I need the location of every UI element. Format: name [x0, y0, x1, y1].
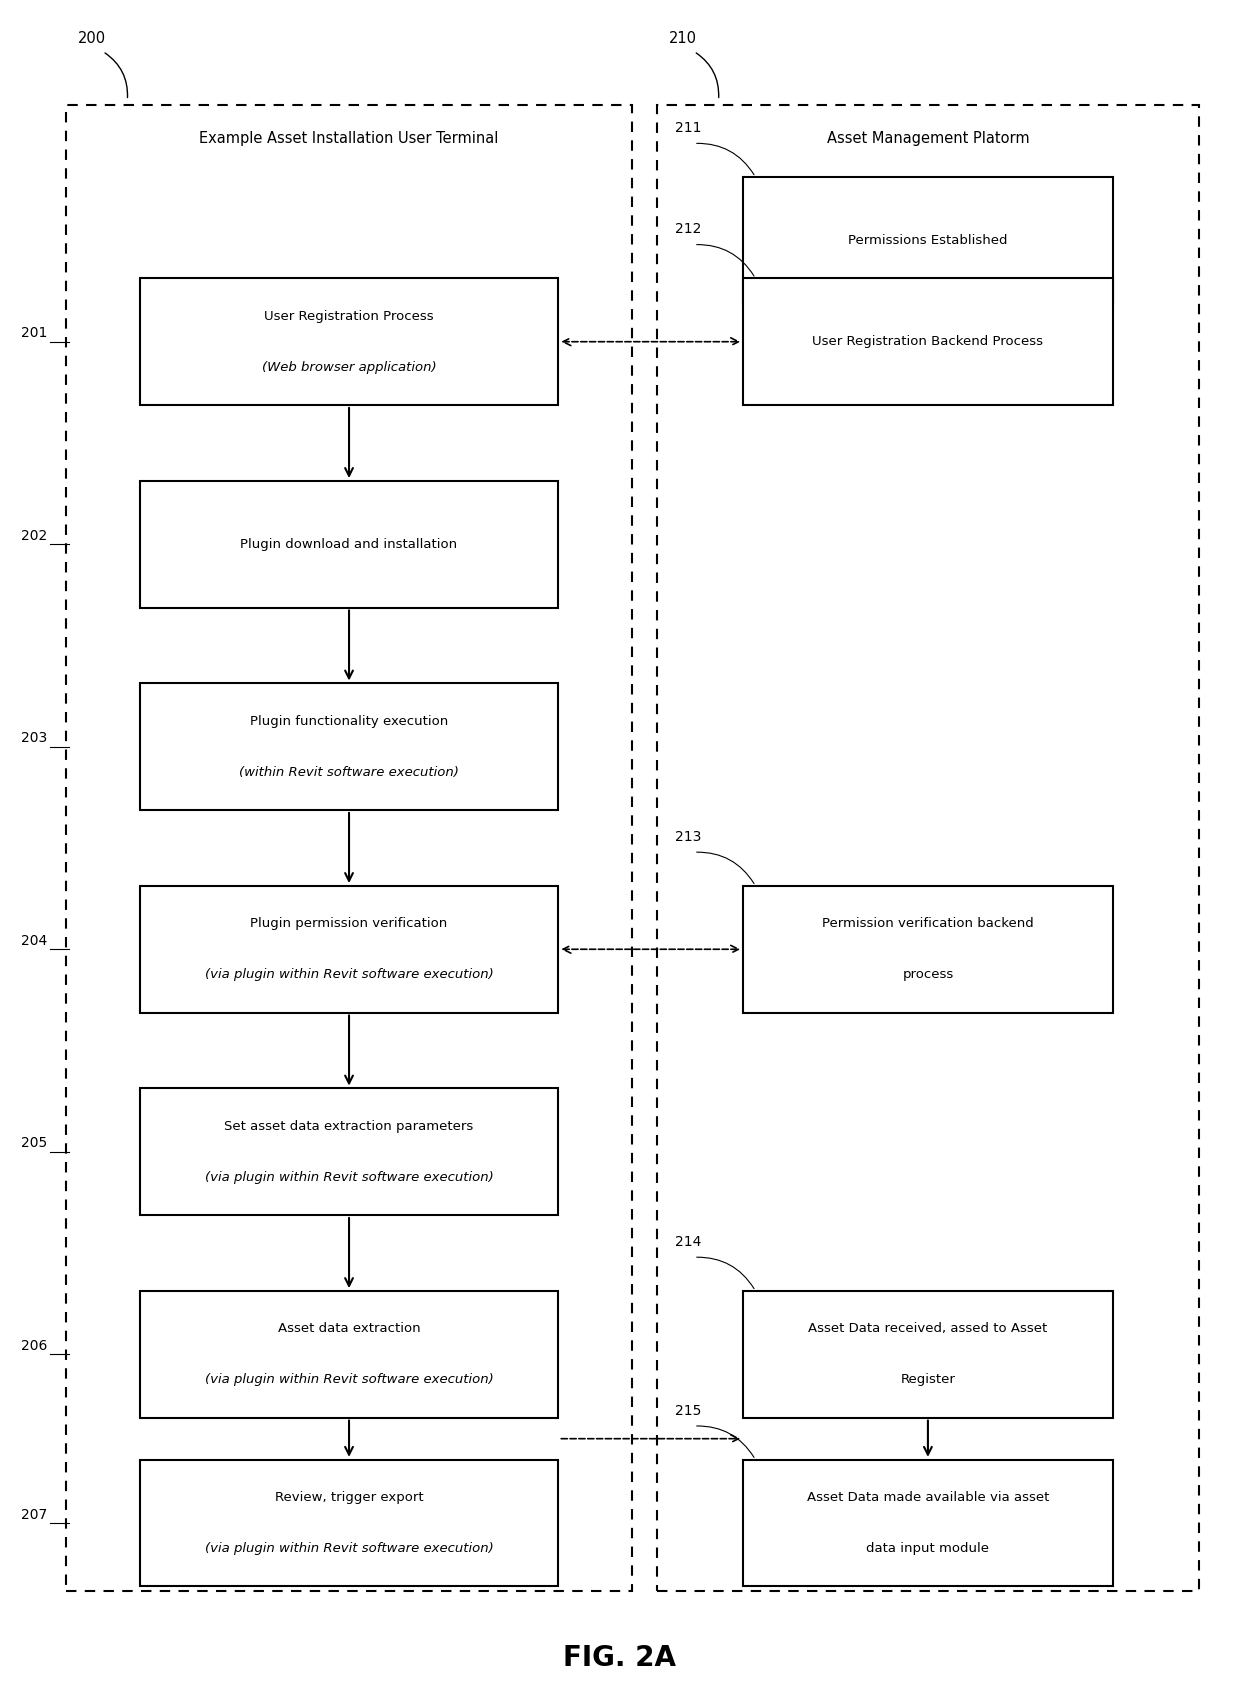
Text: Permissions Established: Permissions Established [848, 234, 1008, 248]
Text: 214: 214 [676, 1235, 702, 1248]
Text: 212: 212 [676, 222, 702, 236]
Text: 201: 201 [21, 326, 47, 341]
Bar [140, 683, 558, 811]
Text: 206: 206 [21, 1338, 47, 1353]
Text: 207: 207 [21, 1508, 47, 1521]
Text: User Registration Process: User Registration Process [264, 310, 434, 322]
Text: 200: 200 [78, 31, 107, 46]
Text: (within Revit software execution): (within Revit software execution) [239, 765, 459, 778]
Text: Asset Data received, assed to Asset: Asset Data received, assed to Asset [808, 1323, 1048, 1335]
Bar [140, 482, 558, 607]
Text: Asset Management Platorm: Asset Management Platorm [827, 131, 1029, 146]
Text: (via plugin within Revit software execution): (via plugin within Revit software execut… [205, 1170, 494, 1184]
Text: Set asset data extraction parameters: Set asset data extraction parameters [224, 1119, 474, 1133]
Bar [140, 278, 558, 405]
Bar [743, 1460, 1112, 1586]
Text: 202: 202 [21, 529, 47, 543]
Text: Plugin functionality execution: Plugin functionality execution [250, 716, 448, 728]
Text: data input module: data input module [867, 1542, 990, 1555]
Text: Example Asset Installation User Terminal: Example Asset Installation User Terminal [200, 131, 498, 146]
Bar [140, 885, 558, 1013]
Text: Review, trigger export: Review, trigger export [275, 1491, 423, 1504]
Text: process: process [903, 968, 954, 980]
Text: 204: 204 [21, 934, 47, 948]
Text: Plugin permission verification: Plugin permission verification [250, 918, 448, 931]
Bar [743, 885, 1112, 1013]
Text: (via plugin within Revit software execution): (via plugin within Revit software execut… [205, 968, 494, 980]
Text: Permission verification backend: Permission verification backend [822, 918, 1034, 931]
Bar [140, 1089, 558, 1214]
Bar [743, 176, 1112, 304]
Text: (via plugin within Revit software execution): (via plugin within Revit software execut… [205, 1374, 494, 1386]
Text: User Registration Backend Process: User Registration Backend Process [812, 336, 1043, 348]
Text: 210: 210 [670, 31, 697, 46]
Bar [66, 105, 632, 1591]
Bar [743, 278, 1112, 405]
Text: Plugin download and installation: Plugin download and installation [241, 538, 458, 551]
Text: (Web browser application): (Web browser application) [262, 361, 436, 373]
Text: 205: 205 [21, 1136, 47, 1150]
Text: Asset Data made available via asset: Asset Data made available via asset [807, 1491, 1049, 1504]
Text: 213: 213 [676, 829, 702, 845]
Text: 203: 203 [21, 731, 47, 745]
Bar [657, 105, 1199, 1591]
Bar [140, 1460, 558, 1586]
Bar [743, 1291, 1112, 1418]
Text: Register: Register [900, 1374, 955, 1386]
Bar [140, 1291, 558, 1418]
Text: Asset data extraction: Asset data extraction [278, 1323, 420, 1335]
Text: FIG. 2A: FIG. 2A [563, 1643, 677, 1672]
Text: (via plugin within Revit software execution): (via plugin within Revit software execut… [205, 1542, 494, 1555]
Text: 215: 215 [676, 1404, 702, 1418]
Text: 211: 211 [676, 120, 702, 136]
